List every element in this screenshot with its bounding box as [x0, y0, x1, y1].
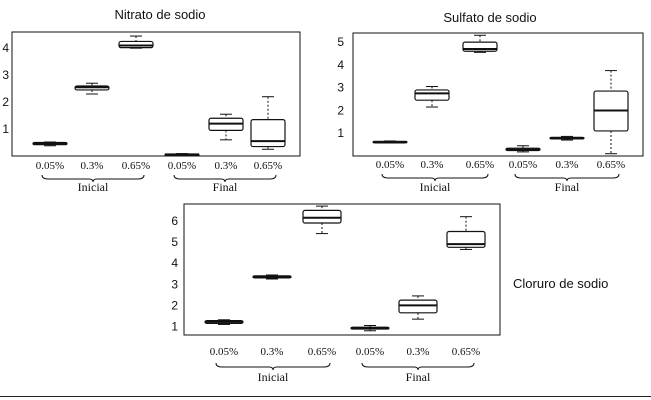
group-brace [361, 362, 475, 371]
x-tick-label: 0.65% [597, 159, 625, 171]
box-1 [204, 319, 244, 325]
x-tick-label: 0.3% [261, 346, 284, 358]
y-tick-label: 3 [2, 68, 9, 82]
x-tick-label: 0.65% [308, 346, 336, 358]
group-brace [41, 174, 145, 183]
x-tick-label: 0.65% [466, 159, 494, 171]
footer-rule [0, 396, 651, 397]
box-6 [446, 216, 486, 250]
y-tick-label: 4 [2, 41, 9, 55]
x-ticks-cloruro: 0.05% 0.3% 0.65% 0.05% 0.3% 0.65% [210, 346, 480, 358]
boxes-cloruro [204, 205, 486, 332]
x-tick-label: 0.3% [421, 159, 444, 171]
y-tick-label: 6 [171, 214, 178, 228]
box-3 [302, 205, 342, 235]
x-tick-label: 0.3% [407, 346, 430, 358]
box-3 [118, 35, 154, 49]
boxes-sulfato [372, 34, 629, 155]
box-iqr [302, 209, 342, 224]
y-tick-label: 5 [171, 235, 178, 249]
boxes-nitrato [32, 35, 286, 157]
y-tick-label: 1 [2, 122, 9, 136]
box-iqr [398, 299, 438, 314]
box-1 [372, 140, 408, 144]
y-ticks-sulfato: 1 2 3 4 5 [337, 35, 344, 140]
group-labels-sulfato: Inicial Final [381, 173, 620, 194]
x-tick-label: 0.05% [376, 159, 404, 171]
group-label: Final [555, 180, 580, 194]
y-tick-label: 4 [337, 58, 344, 72]
x-tick-label: 0.65% [452, 346, 480, 358]
x-tick-label: 0.05% [509, 159, 537, 171]
group-labels-cloruro: Inicial Final [215, 362, 475, 384]
chart-title-nitrato: Nitrato de sodio [114, 7, 205, 22]
chart-title-sulfato: Sulfato de sodio [443, 10, 536, 25]
group-label: Inicial [78, 180, 109, 194]
x-tick-label: 0.3% [81, 160, 104, 172]
box-2 [252, 274, 292, 280]
x-tick-label: 0.05% [356, 346, 384, 358]
box-5 [398, 295, 438, 320]
box-4 [350, 324, 390, 332]
y-tick-label: 5 [337, 35, 344, 49]
plot-frame-sulfato [352, 32, 644, 157]
box-4 [164, 153, 200, 157]
chart-title-cloruro: Cloruro de sodio [513, 276, 608, 291]
x-tick-label: 0.05% [210, 346, 238, 358]
x-ticks-nitrato: 0.05% 0.3% 0.65% 0.05% 0.3% 0.65% [36, 160, 282, 172]
group-brace [381, 173, 489, 182]
y-ticks-cloruro: 1 2 3 4 5 6 [171, 214, 178, 334]
y-tick-label: 1 [171, 320, 178, 334]
box-iqr [414, 89, 450, 101]
y-tick-label: 2 [171, 298, 178, 312]
y-tick-label: 4 [171, 256, 178, 270]
group-label: Inicial [420, 180, 451, 194]
box-2 [414, 86, 450, 108]
y-tick-label: 3 [337, 81, 344, 95]
x-tick-label: 0.65% [254, 160, 282, 172]
plot-frame-cloruro [183, 203, 501, 336]
y-tick-label: 1 [337, 126, 344, 140]
group-brace [215, 362, 331, 371]
box-4 [505, 145, 541, 153]
x-ticks-sulfato: 0.05% 0.3% 0.65% 0.05% 0.3% 0.65% [376, 159, 625, 171]
group-label: Final [406, 370, 431, 384]
group-label: Inicial [258, 370, 289, 384]
group-brace [173, 174, 277, 183]
y-tick-label: 3 [171, 277, 178, 291]
x-tick-label: 0.05% [36, 160, 64, 172]
x-tick-label: 0.3% [556, 159, 579, 171]
x-tick-label: 0.3% [215, 160, 238, 172]
box-6 [250, 96, 286, 150]
x-tick-label: 0.65% [122, 160, 150, 172]
y-ticks-nitrato: 1 2 3 4 [2, 41, 9, 136]
box-3 [462, 34, 498, 53]
box-iqr [250, 119, 286, 148]
y-tick-label: 2 [2, 95, 9, 109]
box-6 [593, 70, 629, 155]
box-1 [32, 141, 68, 147]
group-label: Final [213, 180, 238, 194]
box-2 [74, 82, 110, 95]
box-5 [549, 135, 585, 141]
plot-frame-nitrato [11, 31, 301, 157]
y-tick-label: 2 [337, 103, 344, 117]
box-5 [208, 113, 244, 141]
group-brace [514, 173, 620, 182]
group-labels-nitrato: Inicial Final [41, 174, 277, 194]
x-tick-label: 0.05% [168, 160, 196, 172]
